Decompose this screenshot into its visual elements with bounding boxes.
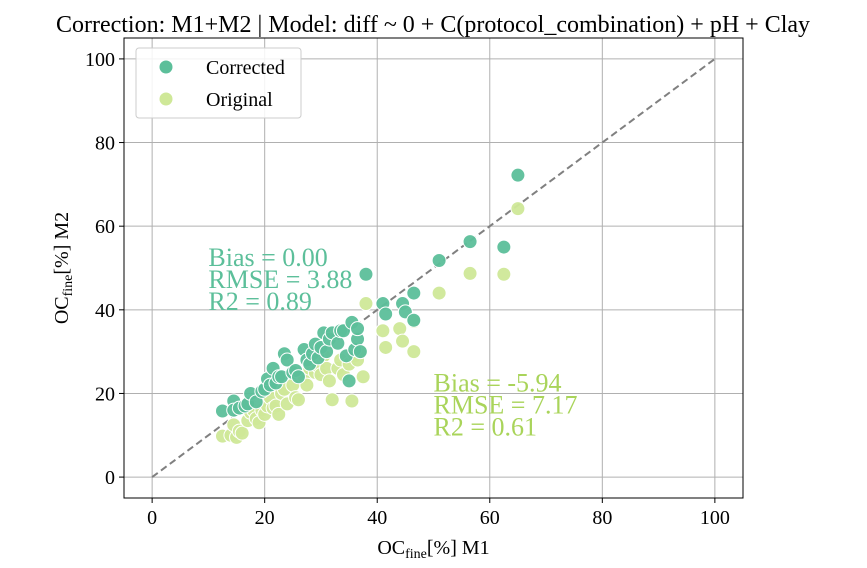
x-tick-label: 40 xyxy=(367,507,387,529)
legend: Corrected Original xyxy=(135,47,302,119)
data-point-corrected xyxy=(378,306,394,322)
data-point-corrected xyxy=(406,312,422,328)
data-point-original xyxy=(510,201,526,217)
data-point-original xyxy=(395,333,411,349)
x-tick-label: 60 xyxy=(480,507,500,529)
axis-ticks: 0 20 40 60 80 100 0 20 40 60 80 100 xyxy=(85,49,730,529)
data-point-corrected xyxy=(462,234,478,250)
data-point-original xyxy=(355,369,371,385)
legend-label-corrected: Corrected xyxy=(206,57,285,79)
data-point-original xyxy=(271,406,287,422)
y-tick-label: 60 xyxy=(95,216,115,238)
x-tick-label: 80 xyxy=(592,507,612,529)
data-point-corrected xyxy=(290,369,306,385)
data-point-original xyxy=(375,323,391,339)
chart-title: Correction: M1+M2 | Model: diff ~ 0 + C(… xyxy=(56,12,810,38)
legend-marker-corrected xyxy=(158,59,174,75)
data-point-corrected xyxy=(510,167,526,183)
data-point-corrected xyxy=(406,285,422,301)
data-point-original xyxy=(378,339,394,355)
data-point-corrected xyxy=(358,266,374,282)
stat-annotation-original: R2 = 0.61 xyxy=(434,412,538,441)
data-point-corrected xyxy=(431,252,447,268)
y-axis-label: OCfine[%] M2 xyxy=(51,212,76,324)
data-point-original xyxy=(234,425,250,441)
data-point-corrected xyxy=(341,373,357,389)
data-point-original xyxy=(392,321,408,337)
x-axis-label: OCfine[%] M1 xyxy=(377,537,489,562)
y-tick-label: 0 xyxy=(105,467,115,489)
stat-annotation-corrected: RMSE = 3.88 xyxy=(208,265,352,294)
data-point-corrected xyxy=(330,335,346,351)
data-point-original xyxy=(324,392,340,408)
x-tick-label: 0 xyxy=(147,507,157,529)
data-point-original xyxy=(462,265,478,281)
data-point-corrected xyxy=(352,344,368,360)
y-tick-label: 20 xyxy=(95,383,115,405)
data-point-original xyxy=(321,373,337,389)
y-tick-label: 100 xyxy=(85,49,115,71)
legend-marker-original xyxy=(158,91,174,107)
y-tick-label: 80 xyxy=(95,133,115,155)
plot-frame xyxy=(123,37,744,499)
stat-annotation-original: RMSE = 7.17 xyxy=(434,390,578,419)
legend-label-original: Original xyxy=(206,89,273,111)
data-point-original xyxy=(431,285,447,301)
legend-box xyxy=(135,47,302,119)
stat-annotation-corrected: R2 = 0.89 xyxy=(208,287,312,316)
x-tick-label: 20 xyxy=(255,507,275,529)
data-point-corrected xyxy=(279,352,295,368)
data-point-corrected xyxy=(496,239,512,255)
data-point-original xyxy=(496,266,512,282)
stat-annotation-original: Bias = -5.94 xyxy=(434,368,562,397)
scatter-points xyxy=(214,167,526,445)
data-point-original xyxy=(358,296,374,312)
data-point-original xyxy=(290,392,306,408)
stat-annotation-corrected: Bias = 0.00 xyxy=(208,243,327,272)
y-tick-label: 40 xyxy=(95,300,115,322)
x-tick-label: 100 xyxy=(700,507,730,529)
data-point-original xyxy=(344,393,360,409)
data-point-corrected xyxy=(350,321,366,337)
data-point-original xyxy=(406,344,422,360)
